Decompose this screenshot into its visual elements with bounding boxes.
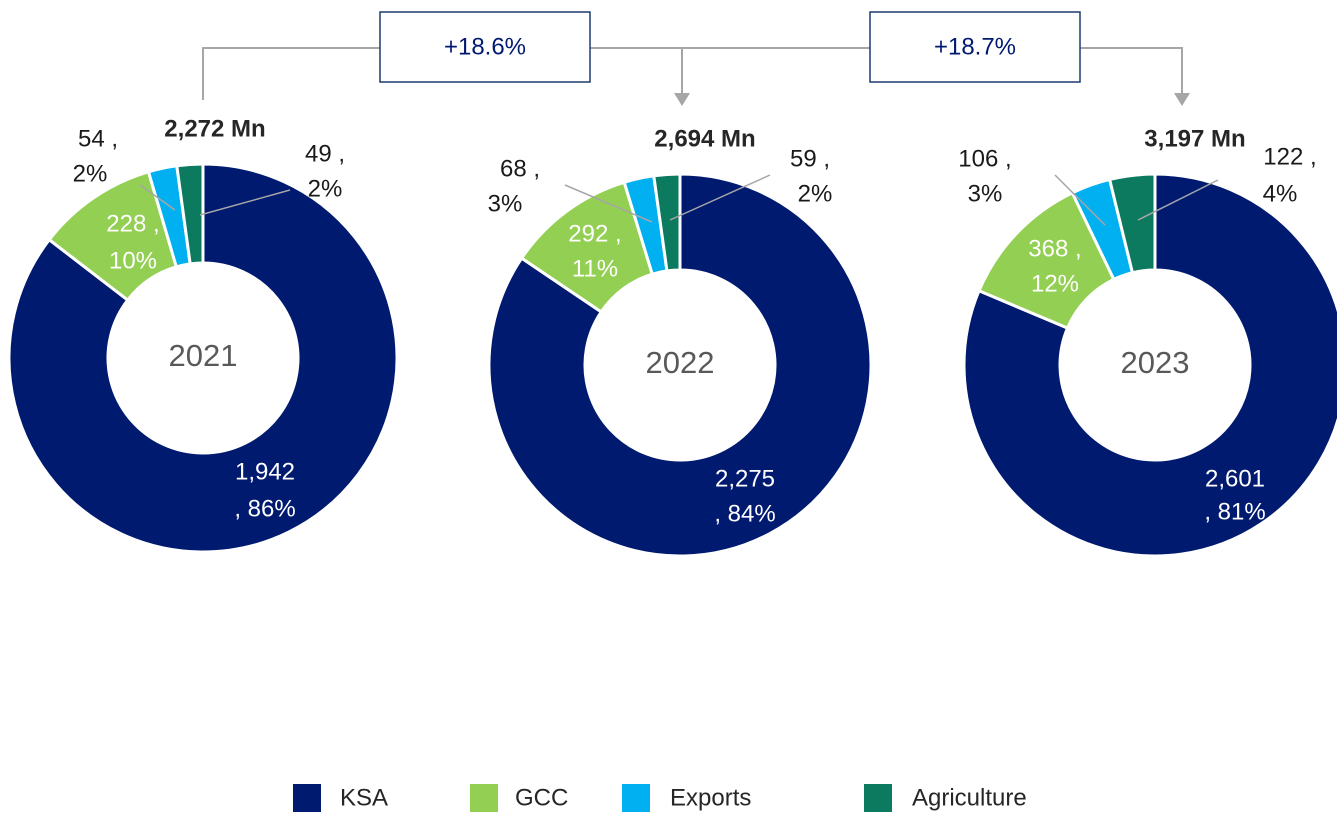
- legend-swatch: [293, 784, 321, 812]
- arrow-head: [674, 93, 690, 106]
- growth-label: +18.7%: [934, 33, 1016, 60]
- data-label: 292 ,: [568, 220, 621, 247]
- data-label: , 81%: [1204, 498, 1265, 525]
- data-label: 368 ,: [1028, 235, 1081, 262]
- data-label: 2%: [798, 180, 833, 207]
- data-label: 2,601: [1205, 465, 1265, 492]
- donut-segment: [175, 162, 205, 266]
- growth-bracket: [202, 47, 1183, 100]
- legend-label: Exports: [670, 784, 751, 811]
- data-label: 59 ,: [790, 145, 830, 172]
- center-label: 2021: [169, 338, 238, 373]
- center-label: 2023: [1121, 345, 1190, 380]
- leader-line: [139, 184, 176, 211]
- donut-segment: [1107, 172, 1157, 275]
- data-label: 106 ,: [958, 145, 1011, 172]
- legend-label: Agriculture: [912, 784, 1027, 811]
- legend-swatch: [470, 784, 498, 812]
- data-label: 49 ,: [305, 140, 345, 167]
- data-label: 54 ,: [78, 125, 118, 152]
- legend-swatch: [864, 784, 892, 812]
- data-label: 4%: [1263, 180, 1298, 207]
- data-label: 2%: [73, 160, 108, 187]
- bracket-line: [202, 47, 380, 100]
- data-label: 1,942: [235, 458, 295, 485]
- donut-segment: [487, 172, 873, 558]
- growth-box: [869, 11, 1081, 83]
- data-label: 11%: [572, 255, 618, 282]
- leader-line: [1054, 174, 1106, 226]
- data-label: 12%: [1031, 270, 1079, 297]
- leader-line: [669, 174, 771, 221]
- data-label: 68 ,: [500, 155, 540, 182]
- leader-line: [199, 189, 291, 216]
- total-label: 2,272 Mn: [164, 115, 265, 142]
- bracket-line: [1080, 47, 1183, 95]
- legend-label: GCC: [515, 784, 568, 811]
- growth-label: +18.6%: [444, 33, 526, 60]
- data-label: 122 ,: [1263, 143, 1316, 170]
- arrow-head: [1174, 93, 1190, 106]
- leader-line: [564, 184, 653, 223]
- data-label: , 84%: [714, 500, 775, 527]
- data-label: 10%: [109, 247, 157, 274]
- total-label: 2,694 Mn: [654, 125, 755, 152]
- growth-box: [379, 11, 591, 83]
- donut-segment: [7, 162, 399, 554]
- data-label: 3%: [488, 190, 523, 217]
- legend-swatch: [622, 784, 650, 812]
- data-label: , 86%: [234, 495, 295, 522]
- data-label: 2,275: [715, 465, 775, 492]
- donut-segment: [962, 172, 1337, 558]
- legend-label: KSA: [340, 784, 388, 811]
- data-label: 228 ,: [106, 210, 159, 237]
- donut-segment: [652, 172, 682, 273]
- leader-line: [1137, 179, 1219, 221]
- data-label: 2%: [308, 175, 343, 202]
- center-label: 2022: [646, 345, 715, 380]
- total-label: 3,197 Mn: [1144, 125, 1245, 152]
- data-label: 3%: [968, 180, 1003, 207]
